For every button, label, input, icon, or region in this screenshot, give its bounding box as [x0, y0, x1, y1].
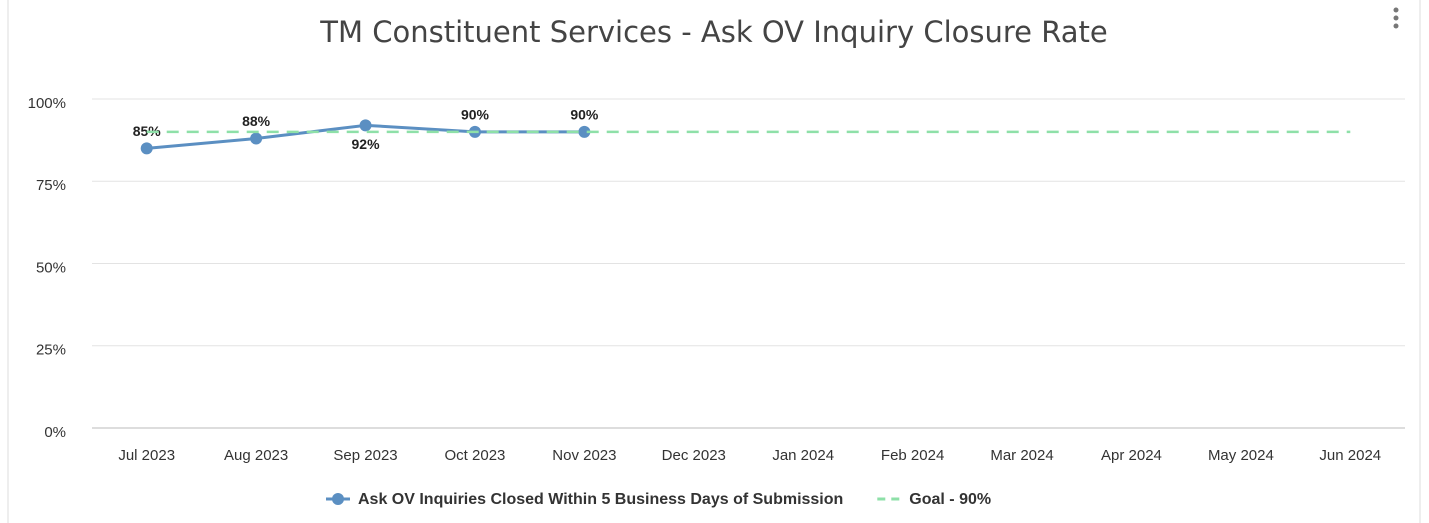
x-tick-label: Feb 2024 [881, 447, 944, 464]
legend-dot [332, 493, 344, 505]
x-tick-label: Jul 2023 [118, 447, 175, 464]
x-tick-label: Sep 2023 [333, 447, 397, 464]
x-tick-label: Jan 2024 [772, 447, 834, 464]
x-tick-label: Mar 2024 [990, 447, 1053, 464]
value-label: 90% [461, 107, 490, 123]
x-tick-label: Nov 2023 [552, 447, 616, 464]
menu-icon[interactable] [1393, 7, 1399, 29]
value-label: 88% [242, 113, 271, 129]
legend-label: Ask OV Inquiries Closed Within 5 Busines… [358, 491, 843, 508]
x-tick-label: Aug 2023 [224, 447, 288, 464]
y-tick-label: 25% [36, 342, 66, 359]
value-label: 92% [352, 136, 381, 152]
y-tick-label: 100% [28, 95, 66, 112]
y-tick-label: 75% [36, 177, 66, 194]
point [578, 125, 591, 138]
x-tick-label: Dec 2023 [662, 447, 726, 464]
y-tick-label: 50% [36, 259, 66, 276]
point [250, 132, 263, 145]
x-tick-label: Apr 2024 [1101, 447, 1162, 464]
chart-title: TM Constituent Services - Ask OV Inquiry… [319, 15, 1107, 49]
x-tick-label: Oct 2023 [445, 447, 506, 464]
x-tick-label: Jun 2024 [1319, 447, 1381, 464]
value-label: 90% [570, 107, 599, 123]
legend-label: Goal - 90% [909, 491, 991, 508]
point [359, 119, 372, 132]
point [140, 142, 153, 155]
x-tick-label: May 2024 [1208, 447, 1274, 464]
y-tick-label: 0% [44, 424, 66, 441]
